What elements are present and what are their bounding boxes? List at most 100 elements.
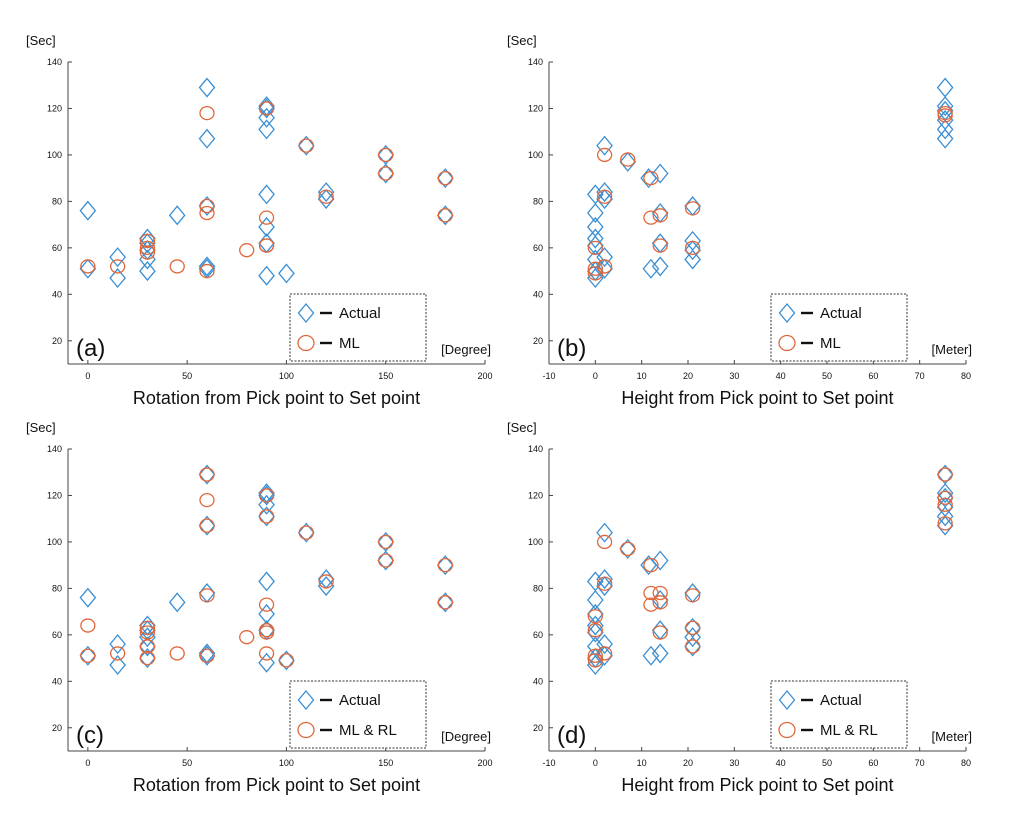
data-point-model xyxy=(652,595,668,610)
data-point-actual xyxy=(684,249,701,270)
y-tick-label: 120 xyxy=(528,490,543,500)
data-point-model xyxy=(596,259,613,274)
data-point-model xyxy=(684,201,701,216)
data-point-actual xyxy=(436,205,454,226)
legend-box xyxy=(770,680,908,749)
data-point-model xyxy=(684,588,701,603)
legend-box xyxy=(770,293,908,362)
x-tick-label: 60 xyxy=(868,758,878,768)
legend: Actual ML & RL xyxy=(770,680,908,749)
data-point-actual xyxy=(139,233,156,254)
y-axis-label: [Sec] xyxy=(507,33,537,48)
data-point-actual xyxy=(278,650,295,671)
data-point-model xyxy=(587,240,603,255)
data-point-model xyxy=(139,240,156,255)
data-point-model xyxy=(258,238,275,253)
data-point-actual xyxy=(642,645,660,666)
data-point-model xyxy=(278,653,295,668)
data-point-actual xyxy=(258,494,275,515)
data-point-actual xyxy=(258,571,275,592)
legend-label: Actual xyxy=(339,692,381,709)
data-point-actual xyxy=(139,636,156,657)
data-point-actual xyxy=(596,135,613,156)
data-point-actual xyxy=(317,189,335,210)
x-axis-label: Rotation from Pick point to Set point xyxy=(133,775,420,795)
x-tick-label: 70 xyxy=(915,758,925,768)
legend-label: ML xyxy=(339,335,360,352)
data-point-model xyxy=(258,597,275,612)
data-point-actual xyxy=(651,550,669,571)
x-tick-label: 200 xyxy=(477,758,492,768)
x-tick-label: 20 xyxy=(683,371,693,381)
x-tick-label: -10 xyxy=(542,758,555,768)
x-tick-label: 200 xyxy=(477,371,492,381)
data-point-actual xyxy=(651,256,669,277)
data-point-actual xyxy=(436,592,454,613)
data-point-actual xyxy=(619,538,637,559)
data-point-model xyxy=(437,171,453,186)
legend-box xyxy=(289,680,427,749)
series-actual xyxy=(586,464,954,676)
data-point-model xyxy=(199,518,215,533)
x-tick-label: 10 xyxy=(637,758,647,768)
data-point-actual xyxy=(258,603,275,624)
legend-box xyxy=(289,293,427,362)
data-point-actual xyxy=(684,240,701,261)
data-point-actual xyxy=(596,522,613,543)
data-point-actual xyxy=(596,634,613,655)
data-point-model xyxy=(298,525,314,540)
data-point-model xyxy=(587,266,603,281)
x-tick-label: 0 xyxy=(593,371,598,381)
y-tick-label: 80 xyxy=(533,196,543,206)
data-point-model xyxy=(596,646,613,661)
data-point-model xyxy=(437,558,453,573)
data-point-model xyxy=(684,240,701,255)
data-point-model xyxy=(684,620,701,636)
data-point-model xyxy=(298,138,314,153)
data-point-actual xyxy=(109,268,126,289)
y-tick-label: 20 xyxy=(533,336,543,346)
data-point-model xyxy=(587,623,603,638)
x-tick-label: 10 xyxy=(637,371,647,381)
x-tick-label: 50 xyxy=(182,371,192,381)
data-point-actual xyxy=(596,189,613,210)
data-point-actual xyxy=(258,216,275,237)
data-point-actual xyxy=(596,569,613,590)
x-tick-label: 100 xyxy=(279,758,294,768)
data-point-model xyxy=(620,541,636,557)
data-point-model xyxy=(169,646,185,661)
data-point-actual xyxy=(258,506,275,527)
x-axis-label: Height from Pick point to Set point xyxy=(621,775,893,795)
y-tick-label: 20 xyxy=(533,723,543,733)
data-point-model xyxy=(199,198,215,214)
data-point-actual xyxy=(198,464,216,485)
legend-label: ML xyxy=(820,335,841,352)
chart-panel-c: 20 40 60 80 100 120 140 0 50 100 150 200 [Sec] Rotati… xyxy=(26,420,493,795)
data-point-actual xyxy=(651,643,669,664)
x-tick-label: 70 xyxy=(915,371,925,381)
data-point-actual xyxy=(278,263,295,284)
data-point-actual xyxy=(586,622,604,643)
y-tick-label: 60 xyxy=(533,630,543,640)
data-point-model xyxy=(80,259,96,274)
data-point-model xyxy=(258,210,275,225)
y-tick-label: 60 xyxy=(52,243,62,253)
series-ml xyxy=(80,101,453,279)
y-tick-label: 120 xyxy=(47,103,62,113)
legend-marker-circle xyxy=(297,334,315,352)
data-point-model xyxy=(239,243,255,258)
y-tick-label: 100 xyxy=(528,537,543,547)
data-point-model xyxy=(258,625,275,640)
panel-label: (c) xyxy=(76,722,104,749)
data-point-model xyxy=(139,639,156,654)
data-point-actual xyxy=(596,182,613,203)
data-point-model xyxy=(587,261,603,276)
x-tick-label: 80 xyxy=(961,758,971,768)
data-point-model xyxy=(258,101,275,116)
data-point-actual xyxy=(936,128,954,149)
legend-marker-diamond xyxy=(297,302,315,324)
legend-label: Actual xyxy=(339,305,381,322)
data-point-model xyxy=(587,648,603,663)
